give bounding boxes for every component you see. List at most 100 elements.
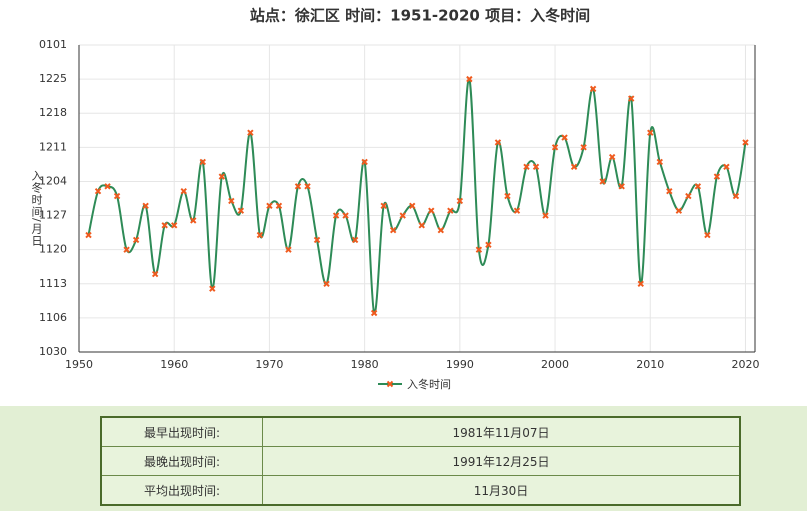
point-marker (151, 270, 159, 278)
point-marker (171, 222, 178, 229)
point-marker (647, 129, 654, 136)
x-tick-label: 1950 (65, 358, 93, 371)
x-tick-label: 1980 (351, 358, 379, 371)
point-marker (694, 183, 702, 190)
point-marker (494, 139, 502, 146)
point-marker (247, 129, 254, 136)
point-marker (113, 192, 121, 200)
point-marker (389, 226, 397, 234)
point-marker (332, 212, 340, 219)
point-marker (618, 183, 625, 190)
point-marker (475, 246, 483, 253)
point-marker (132, 236, 140, 244)
point-marker (666, 187, 673, 195)
point-marker (323, 280, 330, 287)
x-tick-label: 1960 (160, 358, 188, 371)
point-marker (294, 183, 302, 190)
point-marker (570, 163, 578, 171)
point-marker (456, 197, 464, 205)
point-marker (218, 173, 226, 180)
point-marker (704, 231, 711, 239)
y-tick-label: 1225 (39, 72, 67, 85)
y-tick-label: 0101 (39, 38, 67, 51)
point-marker (313, 236, 321, 244)
y-tick-label: 1113 (39, 277, 67, 290)
point-marker (428, 207, 435, 214)
point-marker (123, 246, 130, 253)
point-marker (656, 158, 663, 166)
point-marker (523, 163, 530, 171)
point-marker (599, 178, 606, 185)
cell: 1981年11月07日 (262, 416, 741, 447)
point-marker (628, 95, 635, 102)
x-tick-label: 2020 (731, 358, 759, 371)
cell: 1991年12月25日 (262, 446, 741, 476)
y-tick-label: 1127 (39, 209, 67, 222)
x-tick-label: 2000 (541, 358, 569, 371)
point-marker (418, 222, 425, 229)
point-marker (399, 212, 406, 219)
point-marker (713, 173, 721, 180)
y-axis-label: 入冬时间/月日 (30, 170, 43, 247)
point-marker (675, 207, 683, 214)
point-marker (409, 202, 416, 210)
point-marker (285, 246, 292, 253)
point-marker (256, 231, 264, 239)
point-marker (551, 144, 559, 151)
point-marker (447, 207, 454, 214)
point-marker (209, 285, 216, 292)
point-marker (275, 202, 283, 210)
point-marker (685, 192, 692, 200)
point-marker (85, 231, 92, 239)
point-marker (104, 183, 111, 190)
point-marker (466, 75, 473, 83)
cell: 最早出现时间: (100, 416, 263, 447)
point-marker (94, 187, 102, 195)
x-tick-label: 1970 (255, 358, 283, 371)
summary-panel: 最早出现时间: 1981年11月07日 最晚出现时间: 1991年12月25日 平均… (0, 406, 807, 511)
point-marker (142, 202, 149, 210)
point-marker (580, 144, 587, 151)
point-marker (237, 207, 245, 214)
point-marker (180, 187, 187, 195)
legend-label: 入冬时间 (407, 377, 451, 391)
point-marker (561, 134, 568, 141)
point-marker (637, 280, 644, 287)
x-tick-label: 1990 (446, 358, 474, 371)
point-marker (742, 139, 749, 146)
point-marker (266, 202, 273, 210)
plot-area (79, 45, 755, 352)
y-tick-label: 1120 (39, 243, 67, 256)
point-marker (608, 153, 616, 161)
point-marker (161, 222, 168, 229)
point-marker (351, 236, 359, 244)
point-marker (513, 207, 521, 214)
chart: 站点：徐汇区 时间：1951-2020 项目：入冬时间 1030 1106 1113… (39, 7, 759, 392)
point-marker (361, 158, 368, 166)
y-tick-label: 1204 (39, 174, 67, 187)
point-marker (342, 212, 349, 219)
point-marker (532, 163, 540, 171)
cell: 最晚出现时间: (100, 446, 263, 476)
y-tick-label: 1211 (39, 140, 67, 153)
point-marker (732, 192, 740, 200)
y-tick-label: 1218 (39, 106, 67, 119)
point-marker (485, 241, 492, 249)
point-marker (228, 197, 235, 205)
legend-marker (386, 380, 394, 388)
cell: 11月30日 (262, 475, 741, 506)
point-marker (437, 226, 445, 234)
point-marker (380, 202, 387, 210)
point-marker (542, 212, 549, 219)
cell: 平均出现时间: (100, 475, 263, 506)
point-marker (723, 163, 730, 171)
y-tick-label: 1106 (39, 311, 67, 324)
chart-title: 站点：徐汇区 时间：1951-2020 项目：入冬时间 (250, 7, 590, 25)
point-marker (199, 158, 206, 166)
x-tick-label: 2010 (636, 358, 664, 371)
summary-table: 最早出现时间: 1981年11月07日 最晚出现时间: 1991年12月25日 平均… (100, 416, 741, 506)
point-marker (190, 217, 197, 224)
point-marker (370, 309, 378, 317)
point-marker (589, 85, 597, 93)
